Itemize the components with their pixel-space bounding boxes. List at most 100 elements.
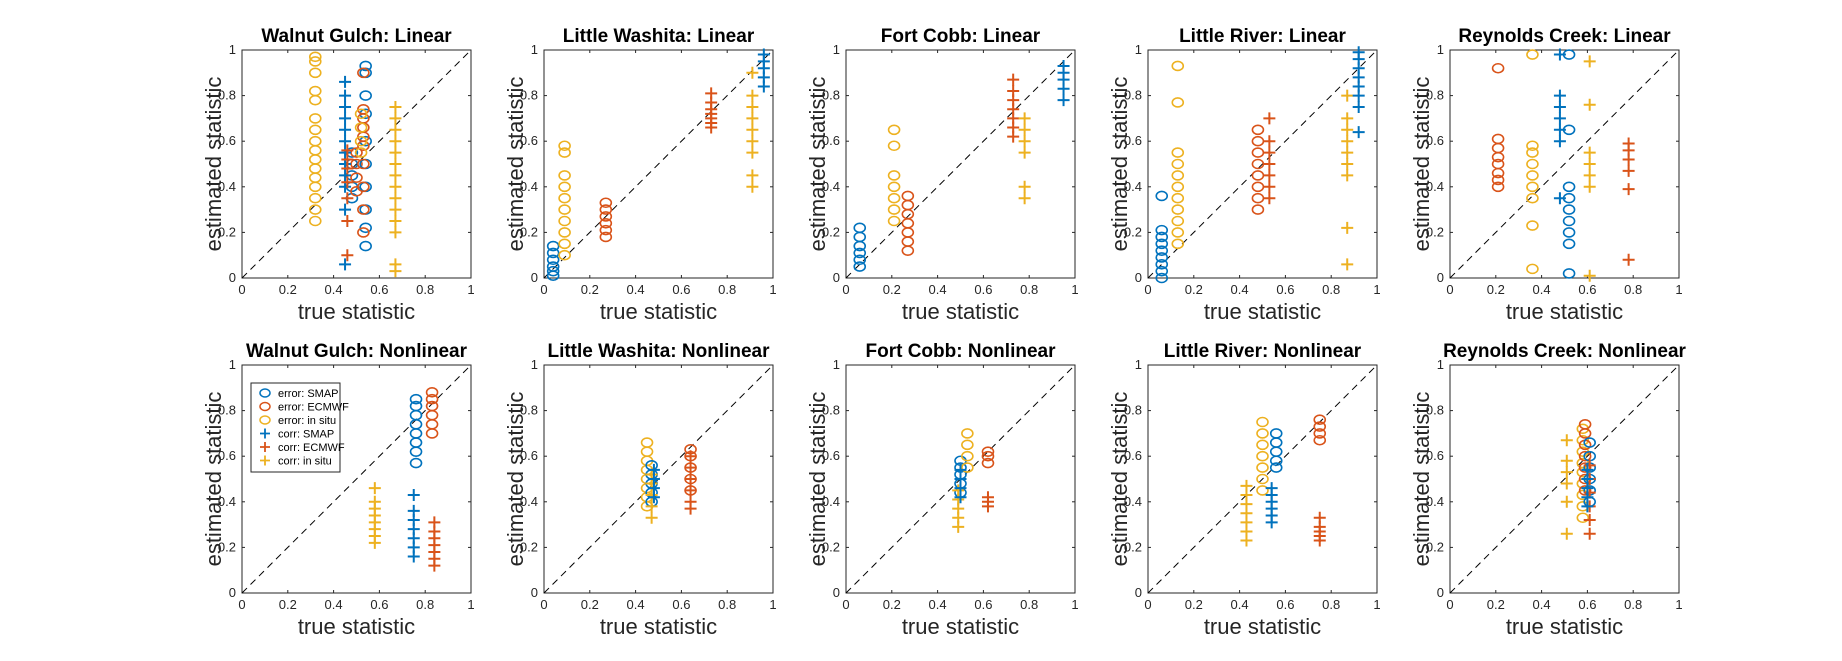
data-point-plus [1553, 135, 1566, 148]
x-axis-label: true statistic [902, 299, 1019, 324]
data-point-plus [339, 258, 352, 271]
x-axis-label: true statistic [1204, 614, 1321, 639]
data-point-plus [1240, 479, 1253, 492]
data-point-plus [1341, 146, 1354, 159]
data-point-circle [1562, 204, 1576, 215]
reference-line [1449, 364, 1680, 594]
data-point-plus [339, 112, 352, 125]
x-tick-label: 0 [238, 597, 245, 612]
data-point-circle [1526, 192, 1539, 204]
data-point-plus [1263, 180, 1276, 193]
data-point-circle [1171, 158, 1185, 170]
data-point-circle [1562, 268, 1576, 279]
subplot-title: Little River: Nonlinear [1164, 341, 1362, 362]
data-point-plus [1263, 169, 1276, 182]
data-point-plus [1341, 158, 1354, 170]
data-point-plus [1553, 123, 1566, 136]
y-axis-label: estimated statistic [1409, 77, 1434, 252]
x-tick-label: 1 [769, 282, 776, 297]
x-tick-label: 0.6 [974, 597, 992, 612]
y-tick-label: 1 [1135, 42, 1142, 57]
data-point-plus [746, 112, 759, 125]
subplot-title: Little River: Linear [1179, 26, 1346, 47]
legend-marker-circle [259, 401, 271, 412]
data-point-circle [1526, 49, 1539, 60]
data-point-circle [1562, 181, 1576, 193]
reference-line [1147, 364, 1378, 594]
data-point-plus [407, 488, 420, 501]
data-point-circle [558, 204, 571, 215]
data-point-circle [640, 437, 654, 448]
data-point-plus [1581, 463, 1594, 476]
y-tick-label: 0.2 [1124, 539, 1142, 554]
data-point-plus [1560, 527, 1573, 540]
x-axis-label: true statistic [298, 614, 415, 639]
data-point-plus [1583, 98, 1596, 111]
y-tick-label: 1 [1135, 357, 1142, 372]
data-point-circle [1578, 418, 1592, 430]
y-tick-label: 0.2 [822, 224, 840, 239]
data-point-circle [1155, 259, 1169, 270]
x-tick-label: 1 [467, 597, 474, 612]
data-point-circle [981, 446, 995, 457]
x-tick-label: 1 [1071, 597, 1078, 612]
y-axis-label: estimated statistic [201, 77, 226, 252]
x-tick-label: 0.2 [581, 597, 599, 612]
data-point-circle [1269, 428, 1283, 439]
y-tick-label: 0.4 [822, 179, 840, 194]
data-point-circle [1313, 414, 1327, 426]
data-point-plus [389, 215, 402, 227]
subplot-title: Little Washita: Linear [563, 26, 755, 47]
data-point-circle [308, 51, 322, 63]
y-axis-label: estimated statistic [503, 77, 528, 252]
data-point-plus [1018, 123, 1031, 136]
y-tick-label: 0.6 [520, 133, 538, 148]
data-point-plus [684, 495, 697, 508]
y-axis-label: estimated statistic [201, 392, 226, 567]
subplot-2: Little Washita: Linear 0 0.2 0.4 0.6 0.8 1 0 0.2… [503, 26, 777, 324]
data-point-plus [746, 89, 759, 102]
y-tick-label: 0.6 [822, 133, 840, 148]
data-point-circle [546, 261, 560, 272]
data-point-circle [558, 215, 571, 227]
data-point-plus [1553, 48, 1566, 61]
data-point-plus [341, 192, 354, 205]
data-point-circle [409, 457, 423, 469]
y-axis-label: estimated statistic [1409, 392, 1434, 567]
data-point-circle [1171, 181, 1185, 193]
data-point-plus [389, 203, 402, 216]
data-point-circle [1576, 512, 1590, 524]
data-point-plus [746, 169, 759, 182]
x-tick-label: 0 [540, 597, 547, 612]
x-tick-label: 0.8 [1322, 282, 1340, 297]
data-point-circle [1155, 190, 1169, 202]
y-tick-label: 0.8 [520, 403, 538, 418]
data-point-circle [359, 60, 372, 72]
y-tick-label: 1 [1437, 42, 1444, 57]
data-point-circle [357, 181, 370, 193]
legend-label: corr: SMAP [278, 429, 334, 441]
y-tick-label: 0.8 [520, 88, 538, 103]
data-point-circle [961, 439, 974, 451]
legend-label: corr: ECMWF [278, 442, 345, 454]
data-point-circle [599, 197, 613, 209]
y-tick-label: 0.8 [1426, 403, 1444, 418]
y-tick-label: 0.2 [218, 224, 236, 239]
subplot-7: Little Washita: Nonlinear 0 0.2 0.4 0.6 0.8 1 0… [503, 341, 777, 639]
data-point-circle [1256, 439, 1269, 451]
data-point-plus [1018, 135, 1031, 148]
data-point-circle [1562, 227, 1576, 238]
x-tick-label: 1 [1675, 597, 1682, 612]
data-point-plus [389, 158, 402, 170]
x-axis-label: true statistic [298, 299, 415, 324]
data-point-circle [308, 204, 322, 215]
y-tick-label: 0.8 [822, 403, 840, 418]
data-point-plus [1583, 158, 1596, 170]
data-point-circle [1491, 174, 1505, 186]
data-point-circle [1251, 204, 1265, 215]
data-point-plus [684, 473, 697, 485]
y-tick-label: 0.8 [218, 88, 236, 103]
reference-line [241, 49, 472, 279]
y-tick-label: 0 [833, 270, 840, 285]
